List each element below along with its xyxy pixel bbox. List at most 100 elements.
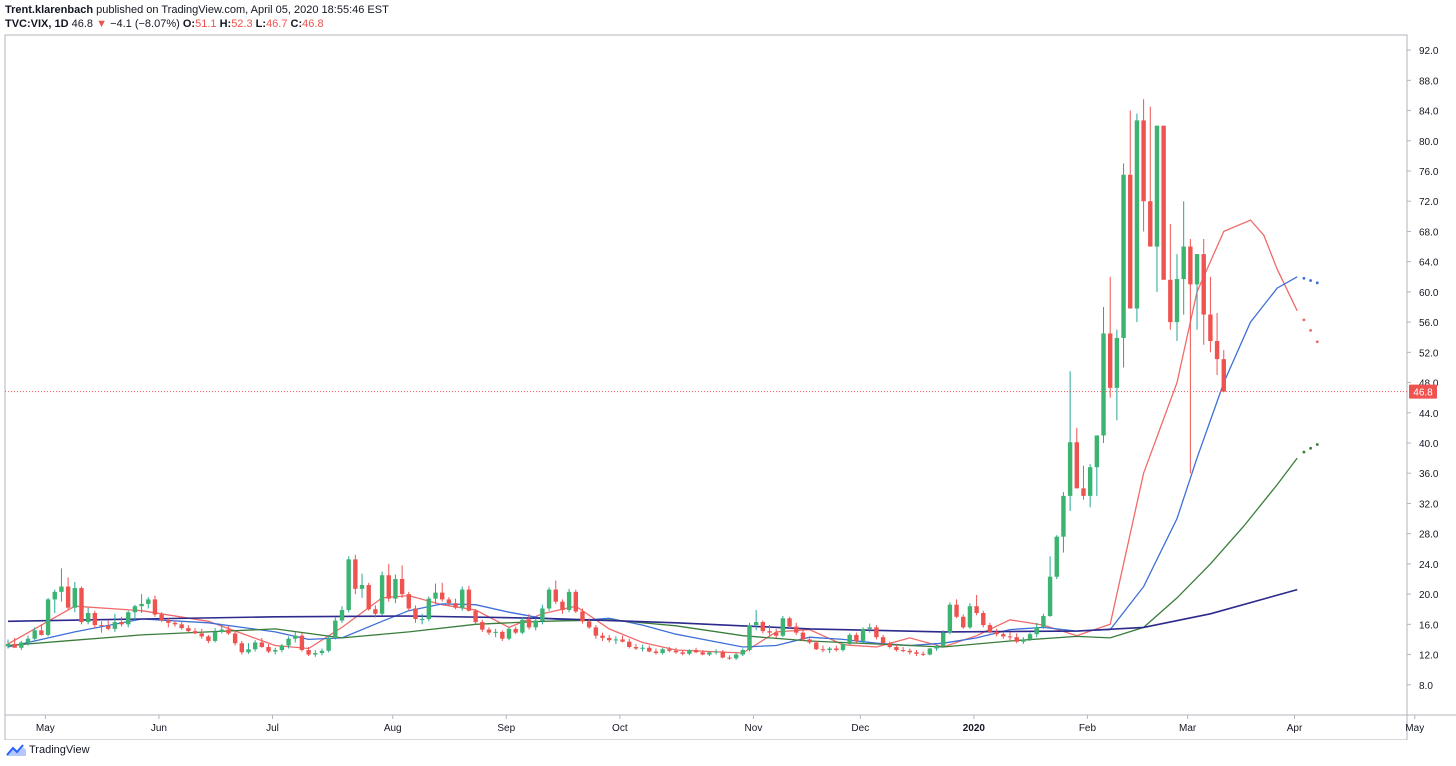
- candle-body: [206, 636, 211, 641]
- candles: [5, 99, 1226, 660]
- candle-body: [613, 639, 619, 641]
- price-tick-label: 8.0: [1419, 681, 1433, 692]
- projection-dot: [1315, 340, 1319, 344]
- candle-body: [827, 648, 832, 651]
- candle-body: [1161, 125, 1166, 280]
- candle-body: [1007, 636, 1013, 638]
- candle-body: [366, 585, 371, 610]
- candle-body: [1074, 442, 1079, 489]
- price-tick-label: 48.0: [1419, 379, 1439, 390]
- author-name: Trent.klarenbach: [5, 4, 94, 16]
- candle-body: [52, 591, 57, 600]
- candle-body: [239, 643, 244, 653]
- price-tick-label: 44.0: [1419, 409, 1439, 420]
- candle-body: [700, 652, 705, 655]
- candle-body: [1101, 333, 1106, 436]
- candle-body: [887, 643, 892, 647]
- candle-body: [1108, 333, 1113, 388]
- candle-body: [627, 641, 632, 647]
- price-tick-label: 28.0: [1419, 530, 1439, 541]
- high-value: 52.3: [231, 18, 253, 30]
- candle-body: [520, 619, 525, 633]
- candle-body: [540, 608, 545, 621]
- candle-body: [673, 650, 679, 653]
- candle-body: [760, 622, 766, 632]
- candle-body: [246, 649, 251, 653]
- candle-body: [1188, 246, 1193, 285]
- candle-body: [1208, 314, 1213, 341]
- candle-body: [941, 632, 946, 647]
- candle-body: [1168, 279, 1173, 323]
- candle-body: [273, 650, 278, 652]
- candle-body: [1174, 279, 1180, 323]
- time-tick-label: Feb: [1079, 723, 1097, 734]
- candle-body: [693, 650, 699, 653]
- publish-info: Trent.klarenbach published on TradingVie…: [5, 3, 389, 17]
- candle-body: [226, 629, 231, 634]
- down-arrow-icon: ▼: [96, 18, 108, 30]
- candle-body: [660, 649, 665, 654]
- time-axis[interactable]: May Jun Jul Aug Sep Oct Nov Dec 2020 Feb Mar Apr May: [36, 715, 1424, 734]
- moving-average-line: [7, 588, 1298, 633]
- candle-body: [393, 579, 398, 599]
- candle-body: [45, 599, 51, 635]
- candle-body: [1148, 201, 1153, 247]
- candle-body: [1094, 435, 1100, 468]
- candle-body: [1061, 495, 1066, 537]
- price-tick-label: 40.0: [1419, 439, 1439, 450]
- close-label: C:: [290, 18, 303, 30]
- high-label: H:: [219, 18, 232, 30]
- candle-body: [947, 604, 953, 633]
- projection-dot: [1309, 329, 1312, 332]
- price-tick-label: 12.0: [1419, 651, 1439, 662]
- candle-body: [5, 643, 11, 647]
- candle-body: [880, 637, 886, 644]
- candle-body: [633, 647, 639, 649]
- candle-body: [934, 646, 939, 649]
- change-value: −4.1 (−8.07%): [110, 18, 180, 30]
- candle-body: [807, 639, 812, 643]
- candle-body: [961, 616, 966, 628]
- candle-body: [406, 594, 411, 609]
- moving-average-line: [7, 457, 1298, 648]
- open-label: O:: [182, 18, 196, 30]
- candle-body: [607, 637, 612, 641]
- candle-body: [79, 588, 84, 623]
- price-tick-label: 80.0: [1419, 137, 1439, 148]
- candle-body: [640, 647, 645, 649]
- candle-body: [914, 652, 919, 654]
- time-tick-label: Sep: [497, 723, 515, 734]
- projections: [1302, 276, 1319, 454]
- candle-body: [774, 632, 779, 636]
- candle-body: [99, 625, 104, 627]
- candle-body: [620, 639, 625, 642]
- price-chart[interactable]: 92.0 88.0 84.0 80.0 76.0 72.0 68.0 64.0 60.0 56.0…: [0, 34, 1456, 740]
- footer-brand[interactable]: TradingView: [6, 744, 90, 756]
- candle-body: [1087, 467, 1093, 496]
- candle-body: [453, 603, 458, 608]
- candle-body: [533, 620, 538, 628]
- candle-body: [954, 604, 959, 617]
- projection-dot: [1302, 318, 1306, 322]
- candle-body: [546, 589, 552, 609]
- candle-body: [379, 575, 385, 614]
- time-tick-label: May: [1405, 723, 1424, 734]
- candle-body: [279, 645, 285, 651]
- candle-body: [252, 642, 258, 650]
- candle-body: [720, 651, 725, 658]
- projection-dot: [1309, 446, 1312, 450]
- candle-body: [900, 650, 906, 652]
- candle-body: [860, 628, 866, 641]
- price-axis[interactable]: 92.0 88.0 84.0 80.0 76.0 72.0 68.0 64.0 60.0 56.0…: [1407, 46, 1439, 692]
- candle-body: [1027, 634, 1033, 640]
- candle-body: [1194, 254, 1200, 285]
- candle-body: [1021, 639, 1026, 642]
- candle-body: [506, 628, 512, 639]
- candle-body: [586, 621, 592, 628]
- projection-dot: [1302, 276, 1306, 280]
- candle-body: [513, 628, 518, 633]
- candle-body: [727, 657, 732, 659]
- candle-body: [486, 629, 492, 633]
- time-tick-label: May: [36, 723, 55, 734]
- time-tick-label: Aug: [384, 723, 402, 734]
